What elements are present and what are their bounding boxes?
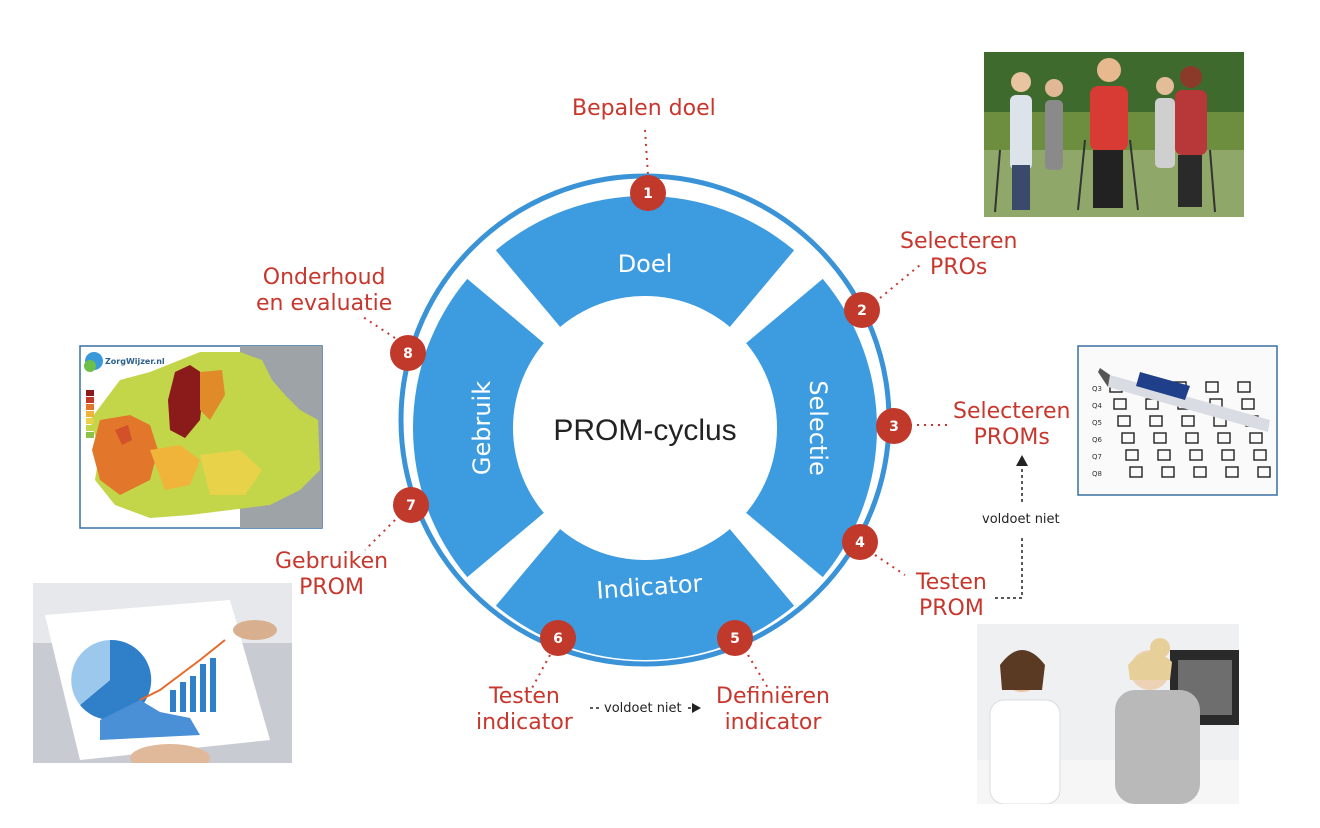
- svg-text:5: 5: [730, 631, 740, 647]
- svg-text:2: 2: [857, 303, 867, 319]
- checkbox: [1241, 398, 1255, 410]
- step-node-8[interactable]: 8: [390, 335, 426, 371]
- question-number: Q7: [1092, 453, 1102, 461]
- checkbox: [1149, 415, 1163, 427]
- step-label-7: Gebruiken PROM: [275, 549, 389, 600]
- sector-doel[interactable]: [495, 195, 795, 337]
- question-number: Q8: [1092, 470, 1102, 478]
- svg-text:1: 1: [643, 186, 653, 202]
- svg-text:6: 6: [553, 631, 563, 647]
- step-node-6[interactable]: 6: [540, 620, 576, 656]
- arrow-head-up: [1016, 455, 1028, 466]
- step-node-2[interactable]: 2: [844, 292, 880, 328]
- question-number: Q4: [1092, 402, 1103, 410]
- checkbox: [1217, 432, 1231, 444]
- step-label-8: Onderhoud en evaluatie: [256, 265, 393, 316]
- photo-consultation: [977, 624, 1239, 804]
- map-logo-text: ZorgWijzer.nl: [105, 357, 165, 366]
- svg-text:7: 7: [406, 498, 416, 514]
- checkbox: [1221, 449, 1235, 461]
- feedback-label-indicator: voldoet niet: [600, 699, 686, 718]
- step-node-5[interactable]: 5: [717, 620, 753, 656]
- step-node-3[interactable]: 3: [876, 408, 912, 444]
- center-circle: [513, 296, 777, 560]
- photo-nordic-walkers: [984, 52, 1244, 217]
- quadrant-label-gebruik: Gebruik: [468, 381, 496, 475]
- checkbox: [1153, 432, 1167, 444]
- center-label: PROM-cyclus: [553, 414, 736, 447]
- svg-text:8: 8: [403, 346, 413, 362]
- step-node-1[interactable]: 1: [630, 175, 666, 211]
- photo-questionnaire: Q3 Q4 Q5 Q6 Q7 Q8: [1077, 345, 1278, 496]
- quadrant-sectors: [413, 195, 877, 661]
- quadrant-label-selectie: Selectie: [804, 380, 832, 475]
- checkbox: [1161, 466, 1175, 478]
- step-label-6: Testen indicator: [476, 684, 573, 735]
- feedback-arrow-prom: [995, 466, 1023, 599]
- step-node-7[interactable]: 7: [393, 487, 429, 523]
- svg-text:3: 3: [889, 419, 899, 435]
- checkbox: [1193, 466, 1207, 478]
- checkbox: [1257, 466, 1271, 478]
- arrow-head-right: [692, 703, 701, 713]
- step-label-2: Selecteren PROs: [900, 229, 1018, 280]
- question-number: Q6: [1092, 436, 1103, 444]
- step-label-1: Bepalen doel: [572, 96, 716, 121]
- quadrant-label-doel: Doel: [618, 250, 673, 278]
- step-label-4: Testen PROM: [916, 570, 987, 621]
- checkbox: [1237, 381, 1251, 393]
- feedback-label-prom: voldoet niet: [978, 510, 1064, 529]
- photo-europe-map: ZorgWijzer.nl: [79, 345, 323, 529]
- checkbox: [1113, 398, 1127, 410]
- checkbox: [1181, 415, 1195, 427]
- sector-gebruik[interactable]: [413, 278, 554, 578]
- sector-selectie[interactable]: [736, 278, 877, 578]
- question-number: Q3: [1092, 385, 1102, 393]
- step-label-5: Definiëren indicator: [716, 684, 830, 735]
- question-number: Q5: [1092, 419, 1102, 427]
- svg-text:4: 4: [855, 535, 865, 551]
- checkbox: [1205, 381, 1219, 393]
- sector-indicator[interactable]: [495, 519, 795, 661]
- checkbox: [1225, 466, 1239, 478]
- checkbox: [1185, 432, 1199, 444]
- step-nodes: 1 2 3 4 5 6 7 8: [390, 175, 912, 656]
- step-label-3: Selecteren PROMs: [953, 399, 1071, 450]
- checkbox: [1117, 415, 1131, 427]
- checkbox: [1249, 432, 1263, 444]
- connectors: [359, 129, 950, 689]
- checkbox: [1157, 449, 1171, 461]
- checkbox: [1129, 466, 1143, 478]
- photo-report-charts: [33, 583, 292, 763]
- checkbox: [1253, 449, 1267, 461]
- step-node-4[interactable]: 4: [842, 524, 878, 560]
- checkbox: [1189, 449, 1203, 461]
- checkbox: [1125, 449, 1139, 461]
- checkbox: [1121, 432, 1135, 444]
